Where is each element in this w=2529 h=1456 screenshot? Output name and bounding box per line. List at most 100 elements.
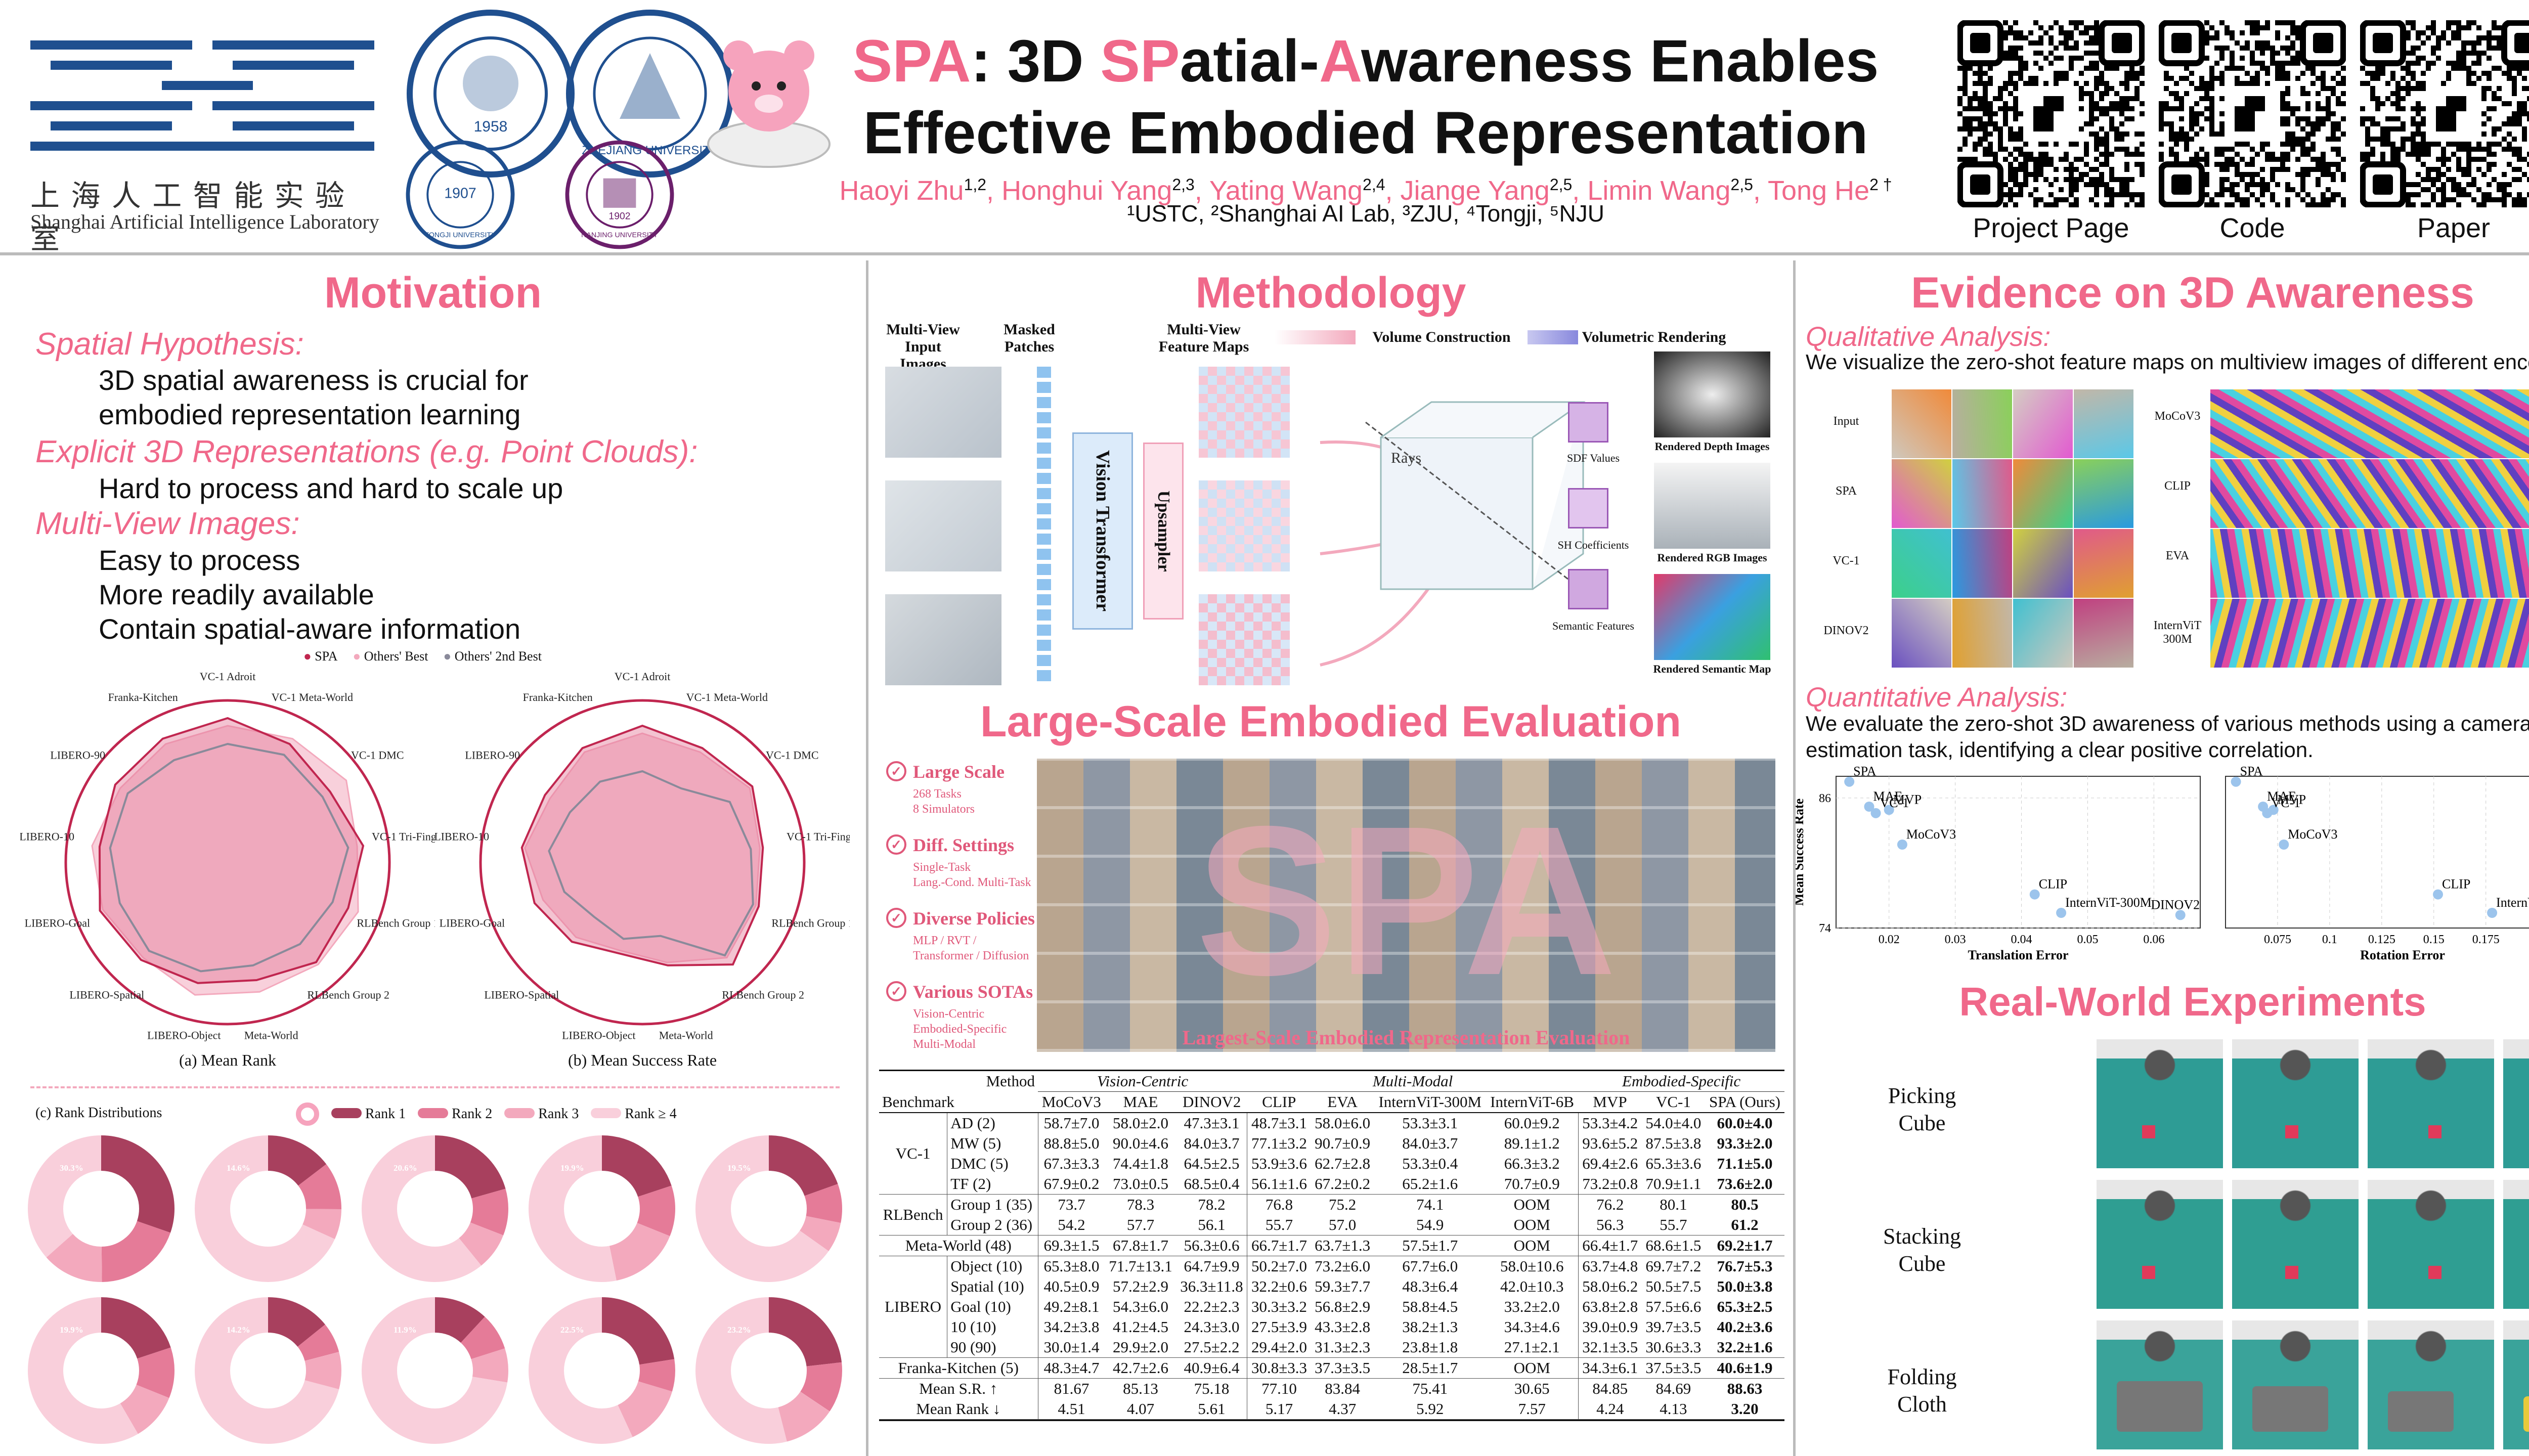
rays-label: Rays [1391, 450, 1421, 466]
radar-axis-label: LIBERO-Object [147, 1029, 221, 1042]
donut-chart: DINOv2 14.6% [195, 1135, 341, 1282]
rank-caption: (c) Rank Distributions [35, 1105, 162, 1121]
table-cell: 69.7±7.2 [1645, 1257, 1702, 1275]
donut-rank1-percent: 30.3% [60, 1163, 83, 1173]
table-cell: 57.0 [1329, 1216, 1357, 1233]
donut-segment [529, 1135, 675, 1282]
table-cell: 5.92 [1416, 1400, 1444, 1418]
table-cell: 73.2±0.8 [1578, 1174, 1642, 1195]
table-cell: 63.7±1.3 [1315, 1237, 1371, 1254]
table-cell: 67.7±6.0 [1402, 1257, 1458, 1275]
paper-qr-icon[interactable] [2360, 20, 2529, 207]
qr-label-code: Code [2219, 213, 2285, 243]
output-label: SH Coefficients [1557, 539, 1629, 551]
radar-axis-label: LIBERO-Spatial [69, 989, 144, 1001]
table-cell: 38.2±1.3 [1402, 1318, 1458, 1336]
donut-chart: VC-1 23.2% [695, 1297, 842, 1444]
author-affiliation: 2,5 [1549, 175, 1573, 194]
experiment-photo [2097, 1180, 2223, 1309]
donut-segment [362, 1135, 508, 1282]
feature-map-tile [1952, 529, 2012, 598]
table-cell: 66.3±3.2 [1504, 1155, 1560, 1172]
scatter-point-label: MVP [1893, 792, 1922, 807]
tongji-seal: 1907 TONGJI UNIVERSITY [406, 140, 515, 249]
scatter-ylabel: Mean Success Rate [1796, 799, 1806, 906]
scatter-point-label: VC-1 [1880, 796, 1909, 810]
input-image [885, 480, 1001, 571]
table-cell: 3.20 [1731, 1400, 1759, 1418]
table-cell: 54.9 [1416, 1216, 1444, 1233]
table-cell: OOM [1513, 1359, 1550, 1377]
feature-map [1199, 480, 1290, 571]
author-list: Haoyi Zhu1,2, Honghui Yang2,3, Yating Wa… [839, 175, 1892, 206]
scatter-xlabel: Translation Error [1968, 948, 2068, 962]
radar-axis-label: RLBench Group 1 [771, 917, 850, 930]
cloth [2252, 1386, 2328, 1432]
table-cell: 74.1 [1416, 1196, 1444, 1213]
radar-axis-label: RLBench Group 1 [357, 917, 435, 930]
donut-rank1-percent: 20.6% [394, 1163, 417, 1173]
radar-axis-label: LIBERO-Spatial [484, 989, 559, 1001]
donut-segment [28, 1135, 175, 1282]
table-cell: 4.07 [1126, 1400, 1155, 1418]
row-label: 90 (90) [947, 1337, 1038, 1358]
radar-axis-label: VC-1 Meta-World [272, 691, 353, 703]
scatter-tick-label: 0.075 [2264, 933, 2291, 946]
donut-name: DINOv2 [232, 1193, 304, 1216]
table-cell: 75.18 [1194, 1380, 1230, 1397]
feature-row-label: Input [1833, 415, 1859, 428]
cube [2142, 1266, 2155, 1279]
group-header: Multi-Modal [1247, 1071, 1579, 1092]
table-cell: 63.8±2.8 [1578, 1297, 1642, 1317]
project-page-qr-icon[interactable] [1957, 20, 2145, 207]
donut-name: MAE [578, 1193, 625, 1216]
lab-name-english: Shanghai Artificial Intelligence Laborat… [30, 210, 379, 233]
scatter-point [2433, 889, 2443, 900]
affiliations: ¹USTC, ²Shanghai AI Lab, ³ZJU, ⁴Tongji, … [1127, 200, 1604, 227]
row-label: Goal (10) [947, 1297, 1038, 1317]
table-cell: 73.7 [1037, 1194, 1105, 1215]
highlight-subtext: Vision-Centric Embodied-Specific Multi-Mod… [913, 1007, 1007, 1051]
results-table: Method Vision-Centric Multi-Modal Embodied-… [879, 1070, 1784, 1421]
radar-axis-label: VC-1 Meta-World [686, 691, 768, 703]
table-cell: 22.2±2.3 [1184, 1298, 1240, 1315]
feature-row-label: CLIP [2164, 479, 2191, 493]
radar-others-second [109, 742, 350, 973]
flow-label: Volume Construction [1372, 329, 1511, 345]
donut-segment [28, 1135, 175, 1282]
table-cell: 77.1±3.2 [1247, 1133, 1311, 1154]
motivation-text: Easy to process More readily available Con… [99, 544, 521, 645]
table-cell: 58.8±4.5 [1402, 1298, 1458, 1315]
quantitative-text: We evaluate the zero-shot 3D awareness o… [1806, 712, 2529, 762]
code-qr-icon[interactable] [2159, 20, 2346, 207]
table-cell: 73.6±2.0 [1717, 1175, 1773, 1193]
donut-chart: MAE 19.9% [529, 1135, 675, 1282]
poster-header: 上 海 人 工 智 能 实 验 室 Shanghai Artificial In… [0, 0, 2529, 255]
flow-label: Masked Patches [1004, 321, 1055, 355]
cube [2142, 1125, 2155, 1138]
feature-row-label: EVA [2165, 549, 2190, 562]
table-cell: 56.8±2.9 [1315, 1298, 1371, 1315]
donut-name: SPA [83, 1193, 120, 1216]
table-cell: 69.4±2.6 [1578, 1154, 1642, 1174]
table-cell: 34.3±4.6 [1504, 1318, 1560, 1336]
flow-label: Multi-View Feature Maps [1158, 321, 1249, 355]
row-label: TF (2) [947, 1174, 1038, 1195]
table-cell: 30.3±3.2 [1247, 1297, 1311, 1317]
table-cell: 57.2±2.9 [1113, 1277, 1169, 1295]
table-cell: 47.3±3.1 [1184, 1114, 1240, 1132]
scatter-point-label: SPA [1853, 766, 1877, 779]
radar-axis-label: RLBench Group 2 [307, 989, 389, 1001]
table-cell: 68.5±0.4 [1184, 1175, 1240, 1193]
table-cell: 39.0±0.9 [1578, 1317, 1642, 1337]
author-name: Haoyi Zhu [839, 175, 964, 206]
experiment-photo [2232, 1039, 2359, 1168]
table-cell: 57.5±1.7 [1402, 1237, 1458, 1254]
table-cell: 60.0±4.0 [1717, 1114, 1773, 1132]
table-cell: 78.2 [1198, 1196, 1226, 1213]
author-affiliation: 2,5 [1730, 175, 1753, 194]
table-cell: 78.3 [1126, 1196, 1155, 1213]
donut-chart: InternVL 6B 11.9% [362, 1297, 508, 1444]
motivation-text: 3D spatial awareness is crucial for embod… [99, 364, 529, 430]
donut-chart: MVP 22.5% [529, 1297, 675, 1444]
